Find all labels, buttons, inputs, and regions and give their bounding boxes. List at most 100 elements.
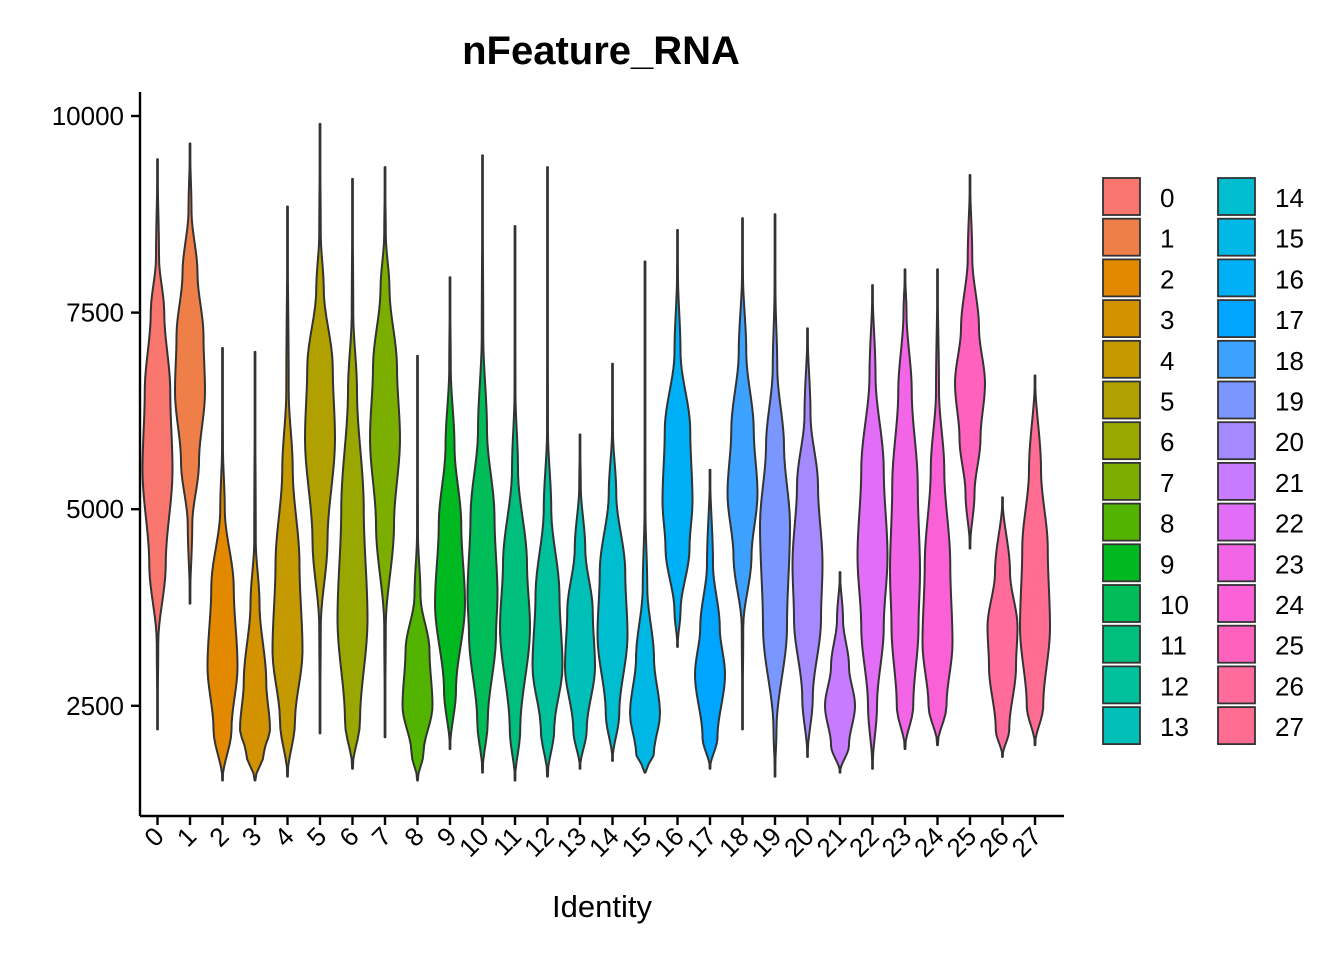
legend-swatch-24 (1217, 584, 1256, 623)
chart-title: nFeature_RNA (462, 29, 740, 73)
legend-swatch-13 (1102, 706, 1141, 745)
legend-label-3: 3 (1160, 305, 1174, 335)
x-tick-label: 4 (268, 821, 299, 852)
legend-swatch-7 (1102, 461, 1141, 501)
legend-swatch-6 (1102, 421, 1141, 461)
x-tick-label: 7 (366, 821, 397, 852)
x-tick-label: 1 (171, 821, 202, 852)
legend-label-5: 5 (1160, 387, 1174, 417)
legend-swatch-4 (1102, 339, 1141, 379)
legend-swatch-3 (1102, 299, 1141, 339)
legend-swatch-0 (1102, 177, 1141, 216)
legend-label-0: 0 (1160, 183, 1174, 213)
legend-label-4: 4 (1160, 346, 1174, 376)
violin-5 (304, 122, 336, 735)
legend-label-22: 22 (1275, 509, 1304, 539)
legend-label-13: 13 (1160, 712, 1189, 742)
violin-16 (661, 229, 694, 648)
violin-9 (434, 276, 466, 751)
violin-17 (694, 468, 726, 770)
legend-swatch-23 (1217, 543, 1256, 583)
violin-15 (629, 260, 661, 774)
legend-swatch-21 (1217, 461, 1256, 501)
legend-swatch-27 (1217, 706, 1256, 745)
violin-10 (466, 154, 499, 774)
legend-label-27: 27 (1275, 712, 1304, 742)
legend-label-10: 10 (1160, 590, 1189, 620)
y-tick-label: 5000 (66, 494, 124, 524)
y-tick-label: 10000 (52, 101, 124, 131)
x-tick-label: 6 (333, 821, 364, 852)
legend-swatch-14 (1217, 177, 1256, 216)
legend-swatch-17 (1217, 299, 1256, 339)
violin-8 (401, 354, 434, 782)
legend-swatch-1 (1102, 217, 1141, 257)
violin-22 (856, 284, 889, 770)
legend-swatch-15 (1217, 217, 1256, 257)
legend-label-23: 23 (1275, 549, 1304, 579)
violin-13 (564, 433, 596, 770)
y-tick-label: 2500 (66, 691, 124, 721)
violin-3 (239, 350, 271, 782)
x-tick-label: 2 (203, 821, 234, 852)
violin-4 (271, 205, 304, 778)
legend-label-21: 21 (1275, 468, 1304, 498)
legend-label-15: 15 (1275, 224, 1304, 254)
violin-14 (596, 362, 629, 762)
violin-20 (791, 327, 824, 758)
legend-label-20: 20 (1275, 427, 1304, 457)
violin-7 (369, 166, 401, 739)
legend-swatch-12 (1102, 665, 1141, 705)
legend-label-6: 6 (1160, 427, 1174, 457)
x-tick-label: 3 (236, 821, 267, 852)
legend-label-7: 7 (1160, 468, 1174, 498)
legend: 0123456789101112131415161718192021222324… (1102, 177, 1304, 745)
legend-label-12: 12 (1160, 671, 1189, 701)
legend-label-2: 2 (1160, 264, 1174, 294)
legend-swatch-8 (1102, 502, 1141, 542)
legend-label-26: 26 (1275, 671, 1304, 701)
violin-12 (531, 166, 564, 778)
violin-23 (889, 268, 921, 751)
violin-11 (499, 225, 531, 782)
legend-swatch-9 (1102, 543, 1141, 583)
y-axis: 2500 5000 7500 10000 (52, 92, 142, 816)
legend-label-25: 25 (1275, 631, 1304, 661)
legend-label-11: 11 (1160, 631, 1187, 661)
violin-21 (824, 571, 856, 774)
violin-27 (1019, 374, 1051, 747)
legend-label-8: 8 (1160, 509, 1174, 539)
violin-6 (336, 177, 369, 770)
legend-swatch-18 (1217, 339, 1256, 379)
x-tick-label: 27 (1006, 821, 1048, 863)
y-tick-label: 7500 (66, 298, 124, 328)
violin-group (141, 122, 1051, 782)
legend-swatch-26 (1217, 665, 1256, 705)
legend-label-19: 19 (1275, 387, 1304, 417)
legend-label-24: 24 (1275, 590, 1304, 620)
violin-2 (206, 346, 239, 782)
legend-swatch-2 (1102, 258, 1141, 298)
violin-1 (174, 142, 206, 605)
legend-swatch-22 (1217, 502, 1256, 542)
violin-25 (954, 173, 986, 550)
x-tick-label: 0 (138, 821, 169, 852)
legend-swatch-20 (1217, 421, 1256, 461)
violin-19 (759, 213, 791, 778)
x-tick-label: 5 (301, 821, 332, 852)
legend-swatch-5 (1102, 380, 1141, 420)
legend-label-17: 17 (1275, 305, 1304, 335)
legend-swatch-16 (1217, 258, 1256, 298)
legend-label-16: 16 (1275, 264, 1304, 294)
violin-26 (986, 496, 1019, 758)
legend-label-1: 1 (1160, 224, 1174, 254)
legend-label-14: 14 (1275, 183, 1304, 213)
legend-label-9: 9 (1160, 549, 1174, 579)
x-axis-title: Identity (552, 889, 652, 924)
x-tick-label: 8 (398, 821, 429, 852)
legend-swatch-10 (1102, 584, 1141, 623)
legend-swatch-25 (1217, 624, 1256, 664)
violin-0 (141, 158, 174, 731)
legend-swatch-19 (1217, 380, 1256, 420)
